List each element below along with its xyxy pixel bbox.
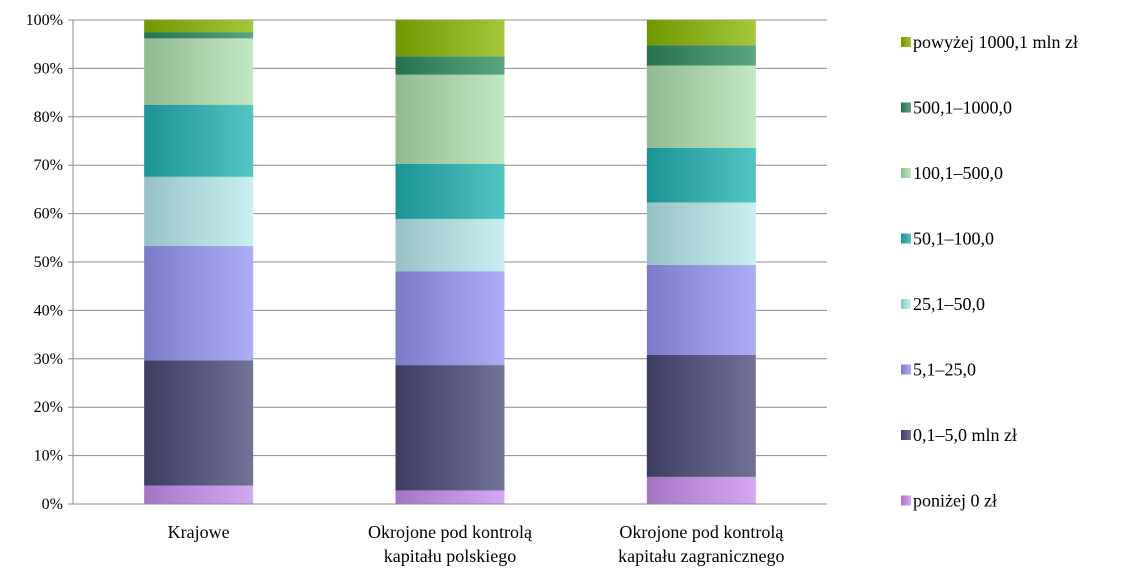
legend-swatch (901, 364, 911, 375)
bar-segment (646, 147, 756, 203)
bar-segment (144, 360, 254, 486)
legend-label: 25,1–50,0 (913, 294, 985, 314)
bar-segment (395, 20, 505, 57)
legend-label: powyżej 1000,1 mln zł (913, 32, 1078, 52)
legend: powyżej 1000,1 mln zł 500,1–1000,0 100,1–5… (901, 32, 1078, 511)
y-tick-label: 100% (26, 12, 63, 29)
axes (72, 20, 827, 505)
legend-label: 0,1–5,0 mln zł (913, 425, 1017, 445)
legend-label: 500,1–1000,0 (913, 98, 1012, 118)
y-tick-labels: 0% 10% 20% 30% 40% 50% 60% 70% 80% 90% 100% (26, 12, 63, 513)
bar-segment (144, 246, 254, 361)
bars (144, 20, 756, 504)
legend-label: 100,1–500,0 (913, 163, 1003, 183)
bar-segment (144, 485, 254, 504)
y-tick-label: 90% (34, 60, 63, 77)
bar-segment (144, 104, 254, 177)
bar-segment (646, 65, 756, 148)
y-tick-label: 40% (34, 302, 63, 319)
category-label: kapitału zagranicznego (618, 546, 784, 566)
bar-segment (646, 20, 756, 46)
legend-swatch (901, 430, 911, 440)
legend-label: 5,1–25,0 (913, 360, 976, 380)
category-label: Krajowe (168, 522, 230, 542)
bar-segment (395, 163, 505, 219)
bar-segment (646, 264, 756, 355)
category-label: kapitału polskiego (384, 546, 516, 566)
bar-segment (144, 176, 254, 247)
bar-segment (646, 202, 756, 265)
bar-segment (395, 74, 505, 164)
bar-segment (144, 20, 254, 33)
y-tick-label: 70% (34, 157, 63, 174)
category-label: Okrojone pod kontrolą (619, 522, 784, 542)
y-tick-label: 10% (34, 448, 63, 465)
bar-segment (144, 32, 254, 39)
category-label: Okrojone pod kontrolą (368, 522, 533, 542)
y-tick-label: 60% (34, 206, 63, 223)
category-labels: Krajowe Okrojone pod kontrolą kapitału pol… (168, 522, 785, 566)
bar-segment (646, 45, 756, 66)
y-tick-label: 80% (34, 109, 63, 126)
bar-segment (395, 271, 505, 366)
legend-swatch (901, 168, 911, 178)
legend-swatch (901, 495, 911, 506)
legend-swatch (901, 299, 911, 309)
y-tick-label: 0% (42, 496, 63, 513)
y-tick-label: 20% (34, 399, 63, 416)
legend-swatch (901, 37, 911, 47)
y-tick-label: 50% (34, 254, 63, 271)
bar-segment (395, 490, 505, 504)
bar-segment (646, 354, 756, 477)
bar-segment (395, 365, 505, 491)
bar-segment (395, 218, 505, 272)
legend-label: 50,1–100,0 (913, 229, 994, 249)
legend-label: poniżej 0 zł (913, 491, 997, 511)
bar-segment (144, 38, 254, 105)
legend-swatch (901, 102, 911, 113)
bar-segment (395, 56, 505, 75)
y-tick-label: 30% (34, 351, 63, 368)
legend-swatch (901, 233, 911, 244)
bar-segment (646, 476, 756, 504)
